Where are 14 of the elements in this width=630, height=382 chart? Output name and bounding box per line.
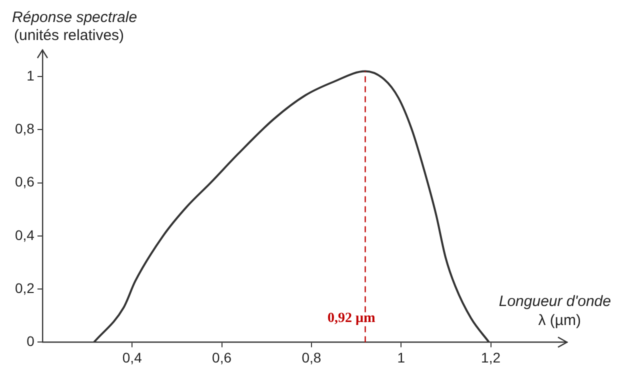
y-tick-label: 1	[26, 67, 35, 84]
ref-line-label: 0,92 µm	[328, 310, 376, 326]
y-axis-title: Réponse spectrale (unités relatives)	[12, 9, 138, 44]
x-tick-label: 0,8	[302, 349, 322, 366]
y-tick-label: 0,6	[14, 174, 35, 190]
x-axis-title: Longueur d'onde λ (µm)	[498, 293, 611, 330]
y-tick-label: 0,2	[14, 280, 35, 296]
y-tick-label: 0,4	[14, 226, 35, 243]
x-tick-label: 0,4	[122, 349, 142, 366]
y-tick-label: 0,8	[14, 120, 35, 137]
x-tick-label: 0,6	[212, 349, 232, 366]
x-tick-label: 1	[397, 349, 406, 366]
x-tick-label: 1,2	[481, 349, 501, 366]
y-tick-label: 0	[26, 333, 35, 350]
